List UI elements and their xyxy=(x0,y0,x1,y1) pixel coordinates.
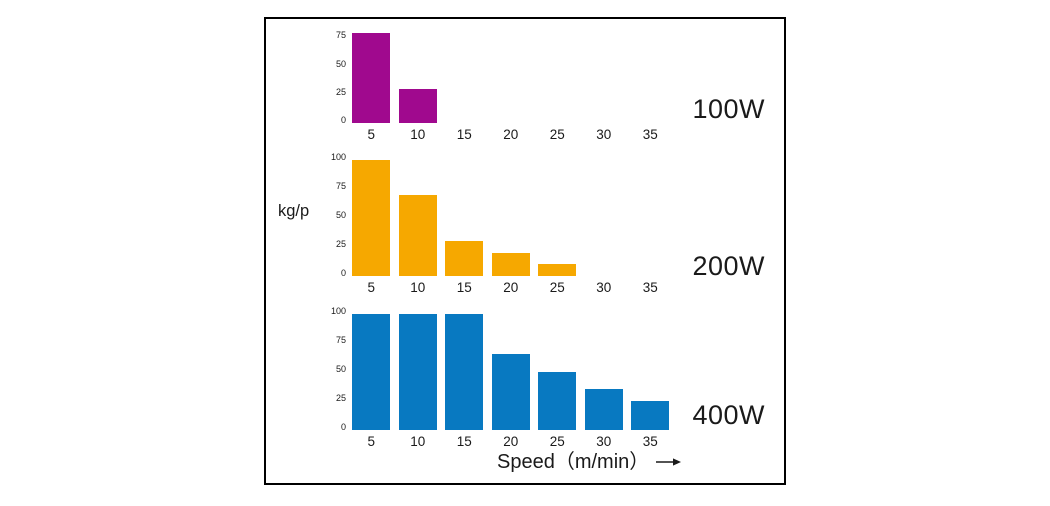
bar-400w-speed-30 xyxy=(584,389,623,430)
bar-200w-speed-5 xyxy=(352,159,391,276)
x-tick-label: 25 xyxy=(549,127,565,142)
x-tick-label: 5 xyxy=(367,280,375,295)
y-tick-label: 50 xyxy=(335,363,346,374)
bar-200w-speed-10 xyxy=(398,194,437,276)
y-tick-label: 0 xyxy=(340,115,346,125)
y-tick-label: 75 xyxy=(335,334,346,345)
x-tick-label: 35 xyxy=(642,280,658,295)
bar-100w-speed-5 xyxy=(352,32,391,123)
y-tick-label: 25 xyxy=(335,86,346,97)
x-axis-label: Speed（m/min） xyxy=(497,450,682,475)
y-tick-label: 0 xyxy=(340,268,346,278)
x-tick-label: 30 xyxy=(596,280,612,295)
bar-400w-speed-25 xyxy=(538,371,577,430)
x-tick-label: 30 xyxy=(596,127,612,142)
bar-200w-speed-15 xyxy=(445,241,484,276)
y-tick-label: 75 xyxy=(335,180,346,191)
bar-400w-speed-15 xyxy=(445,313,484,430)
x-tick-label: 25 xyxy=(549,434,565,449)
x-tick-label: 10 xyxy=(410,434,426,449)
bar-200w-speed-25 xyxy=(538,264,577,276)
x-axis-label-text: Speed（m/min） xyxy=(497,451,650,473)
x-tick-label: 15 xyxy=(456,127,472,142)
bar-400w-speed-35 xyxy=(631,400,670,430)
y-tick-label: 75 xyxy=(335,30,346,41)
x-tick-label: 20 xyxy=(503,127,519,142)
right-arrow-icon xyxy=(656,450,682,475)
x-tick-label: 5 xyxy=(367,127,375,142)
x-tick-label: 15 xyxy=(456,280,472,295)
x-tick-label: 30 xyxy=(596,434,612,449)
y-axis-label: kg/p xyxy=(278,202,310,220)
x-tick-label: 5 xyxy=(367,434,375,449)
series-label-200w: 200W xyxy=(692,251,765,281)
series-label-400w: 400W xyxy=(692,400,765,430)
y-tick-label: 100 xyxy=(330,305,346,316)
y-tick-label: 0 xyxy=(340,422,346,432)
y-tick-label: 50 xyxy=(335,58,346,69)
series-label-100w: 100W xyxy=(692,94,765,124)
bar-400w-speed-5 xyxy=(352,313,391,430)
x-tick-label: 20 xyxy=(503,280,519,295)
x-tick-label: 20 xyxy=(503,434,519,449)
y-tick-label: 100 xyxy=(330,151,346,162)
bar-200w-speed-20 xyxy=(491,252,530,276)
bar-400w-speed-20 xyxy=(491,354,530,430)
x-tick-label: 10 xyxy=(410,127,426,142)
x-tick-label: 15 xyxy=(456,434,472,449)
x-tick-label: 10 xyxy=(410,280,426,295)
x-tick-label: 35 xyxy=(642,434,658,449)
bar-100w-speed-10 xyxy=(398,89,437,123)
bar-400w-speed-10 xyxy=(398,313,437,430)
y-tick-label: 50 xyxy=(335,209,346,220)
x-tick-label: 35 xyxy=(642,127,658,142)
y-tick-label: 25 xyxy=(335,392,346,403)
y-tick-label: 25 xyxy=(335,238,346,249)
x-tick-label: 25 xyxy=(549,280,565,295)
